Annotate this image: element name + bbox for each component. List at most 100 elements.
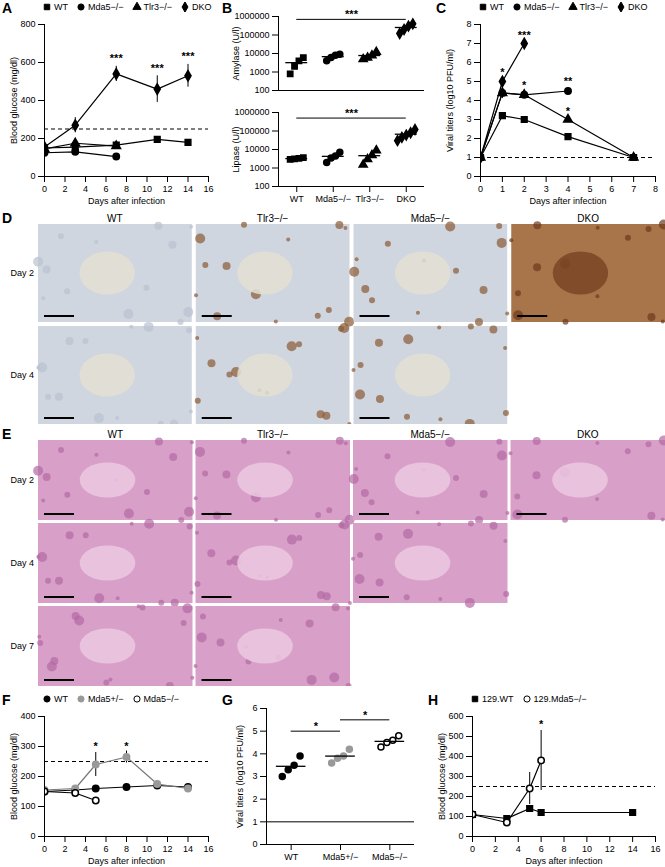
svg-text:2: 2	[252, 794, 257, 804]
svg-text:*: *	[566, 105, 571, 117]
svg-text:0: 0	[30, 171, 35, 181]
svg-text:Viral titers (log10 PFU/ml): Viral titers (log10 PFU/ml)	[235, 725, 245, 828]
svg-text:Blood glucose (mg/dl): Blood glucose (mg/dl)	[9, 57, 19, 144]
svg-text:DKO: DKO	[396, 194, 416, 204]
svg-text:Mda5−/−: Mda5−/−	[315, 194, 351, 204]
svg-text:***: ***	[345, 107, 359, 119]
svg-text:400: 400	[20, 711, 35, 721]
svg-text:Days after infection: Days after infection	[88, 856, 165, 866]
svg-text:14: 14	[183, 844, 193, 854]
svg-text:16: 16	[203, 184, 213, 194]
svg-text:4: 4	[516, 844, 521, 854]
svg-text:10: 10	[142, 844, 152, 854]
svg-text:10: 10	[142, 184, 152, 194]
svg-text:600: 600	[448, 711, 463, 721]
svg-text:6: 6	[103, 184, 108, 194]
svg-text:Day 4: Day 4	[10, 370, 34, 380]
svg-text:12: 12	[162, 184, 172, 194]
svg-text:400: 400	[448, 751, 463, 761]
svg-text:0: 0	[470, 844, 475, 854]
svg-text:1000: 1000	[249, 163, 269, 173]
svg-text:8: 8	[653, 184, 658, 194]
svg-text:Day 4: Day 4	[10, 558, 34, 568]
svg-text:Tlr3−/−: Tlr3−/−	[257, 213, 289, 224]
svg-text:300: 300	[20, 741, 35, 751]
svg-text:*: *	[94, 740, 99, 752]
svg-text:7: 7	[466, 38, 471, 48]
svg-text:100: 100	[20, 801, 35, 811]
svg-text:0: 0	[30, 831, 35, 841]
svg-text:*: *	[314, 720, 319, 732]
svg-text:3: 3	[544, 184, 549, 194]
svg-text:2: 2	[62, 184, 67, 194]
svg-text:100: 100	[448, 811, 463, 821]
svg-text:8: 8	[561, 844, 566, 854]
svg-text:1000000: 1000000	[234, 11, 269, 21]
svg-text:8: 8	[466, 19, 471, 29]
svg-text:100000: 100000	[239, 30, 269, 40]
svg-text:6: 6	[466, 57, 471, 67]
svg-text:8: 8	[124, 844, 129, 854]
svg-text:DKO: DKO	[577, 429, 599, 440]
svg-text:Days after infection: Days after infection	[88, 196, 165, 206]
svg-text:WT: WT	[107, 213, 123, 224]
svg-text:1: 1	[466, 152, 471, 162]
svg-text:2: 2	[62, 844, 67, 854]
svg-text:8: 8	[124, 184, 129, 194]
svg-text:0: 0	[42, 184, 47, 194]
svg-text:0: 0	[252, 839, 257, 849]
svg-text:3: 3	[252, 771, 257, 781]
svg-text:4: 4	[466, 95, 471, 105]
svg-text:1000000: 1000000	[234, 107, 269, 117]
svg-text:6: 6	[609, 184, 614, 194]
svg-text:1: 1	[500, 184, 505, 194]
svg-text:Day 2: Day 2	[10, 268, 34, 278]
svg-text:***: ***	[151, 62, 165, 74]
svg-text:DKO: DKO	[577, 213, 599, 224]
svg-text:Blood glucose (mg/dl): Blood glucose (mg/dl)	[9, 733, 19, 820]
svg-text:***: ***	[182, 50, 196, 62]
svg-text:1000: 1000	[249, 67, 269, 77]
svg-text:7: 7	[631, 184, 636, 194]
svg-text:16: 16	[203, 844, 213, 854]
svg-text:4: 4	[565, 184, 570, 194]
svg-text:6: 6	[539, 844, 544, 854]
svg-text:14: 14	[183, 184, 193, 194]
svg-text:1: 1	[252, 817, 257, 827]
svg-text:*: *	[363, 709, 368, 721]
svg-text:100000: 100000	[239, 126, 269, 136]
svg-text:0: 0	[466, 171, 471, 181]
svg-text:4: 4	[252, 749, 257, 759]
svg-text:800: 800	[20, 19, 35, 29]
svg-text:Mda5−/−: Mda5−/−	[372, 852, 408, 862]
svg-text:Amylase (U/l): Amylase (U/l)	[231, 26, 241, 80]
svg-text:200: 200	[448, 791, 463, 801]
svg-text:Mda5−/−: Mda5−/−	[411, 213, 451, 224]
svg-text:100: 100	[254, 85, 269, 95]
svg-text:12: 12	[605, 844, 615, 854]
svg-text:2: 2	[493, 844, 498, 854]
svg-text:*: *	[539, 718, 544, 730]
svg-text:***: ***	[110, 52, 124, 64]
svg-text:4: 4	[83, 184, 88, 194]
svg-text:100: 100	[254, 181, 269, 191]
svg-text:2: 2	[522, 184, 527, 194]
svg-text:2: 2	[466, 133, 471, 143]
svg-text:300: 300	[448, 771, 463, 781]
svg-text:5: 5	[587, 184, 592, 194]
svg-text:500: 500	[448, 731, 463, 741]
svg-text:Days after infection: Days after infection	[525, 856, 602, 866]
svg-text:WT: WT	[284, 852, 298, 862]
svg-text:10000: 10000	[244, 48, 269, 58]
svg-text:14: 14	[628, 844, 638, 854]
svg-text:0: 0	[458, 831, 463, 841]
svg-text:Day 7: Day 7	[10, 641, 34, 651]
svg-text:16: 16	[650, 844, 660, 854]
svg-text:WT: WT	[107, 429, 123, 440]
svg-text:6: 6	[252, 703, 257, 713]
svg-text:**: **	[564, 75, 573, 87]
svg-text:4: 4	[83, 844, 88, 854]
svg-text:Mda5+/−: Mda5+/−	[323, 852, 359, 862]
svg-text:12: 12	[162, 844, 172, 854]
svg-text:10000: 10000	[244, 144, 269, 154]
